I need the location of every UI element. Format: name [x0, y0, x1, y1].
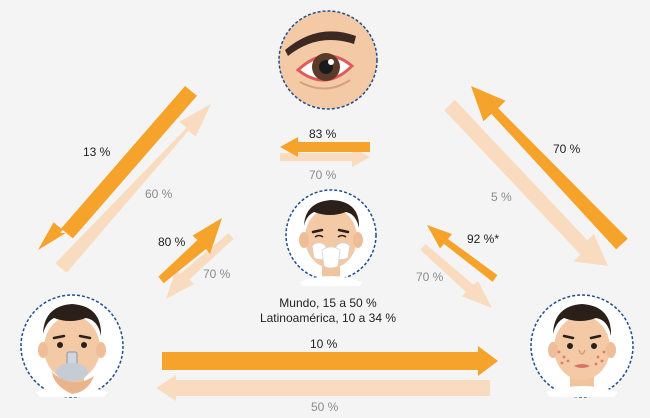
- label-top-left: 83 %: [309, 127, 337, 141]
- arrow-right-down: [444, 99, 608, 266]
- label-center-left-down: 70 %: [203, 267, 231, 281]
- arrow-center-right-down: [420, 244, 492, 308]
- label-left-down: 13 %: [83, 145, 111, 159]
- label-left-up: 60 %: [145, 187, 173, 201]
- label-center-left-up: 80 %: [158, 235, 186, 249]
- label-right-down: 5 %: [491, 190, 512, 204]
- prevalence-world: Mundo, 15 a 50 %: [279, 296, 377, 310]
- label-right-up: 70 %: [553, 142, 581, 156]
- arrow-center-left-up: [158, 218, 222, 284]
- arrow-top-right: [280, 147, 370, 167]
- prevalence-latam: Latinoamérica, 10 a 34 %: [259, 311, 397, 325]
- arrow-center-left-down: [166, 233, 234, 299]
- arrow-bottom-left: [156, 375, 490, 401]
- skin-rash-face-icon: [530, 294, 634, 398]
- arrow-bottom-right: [162, 346, 498, 376]
- label-bottom-left: 50 %: [311, 400, 339, 414]
- arrow-left-up: [55, 104, 212, 273]
- label-top-right: 70 %: [309, 168, 337, 182]
- arrow-center-right-up: [427, 225, 498, 282]
- eye-icon: [278, 10, 378, 110]
- inhaler-face-icon: [20, 294, 124, 398]
- sneezing-face-icon: [285, 189, 377, 286]
- label-bottom-right: 10 %: [310, 337, 338, 351]
- label-center-right-down: 70 %: [416, 270, 444, 284]
- prevalence-note: Mundo, 15 a 50 % Latinoamérica, 10 a 34 …: [233, 296, 423, 326]
- label-center-right-up: 92 %*: [467, 232, 500, 246]
- arrow-right-up: [471, 86, 628, 250]
- arrow-top-left: [280, 137, 370, 157]
